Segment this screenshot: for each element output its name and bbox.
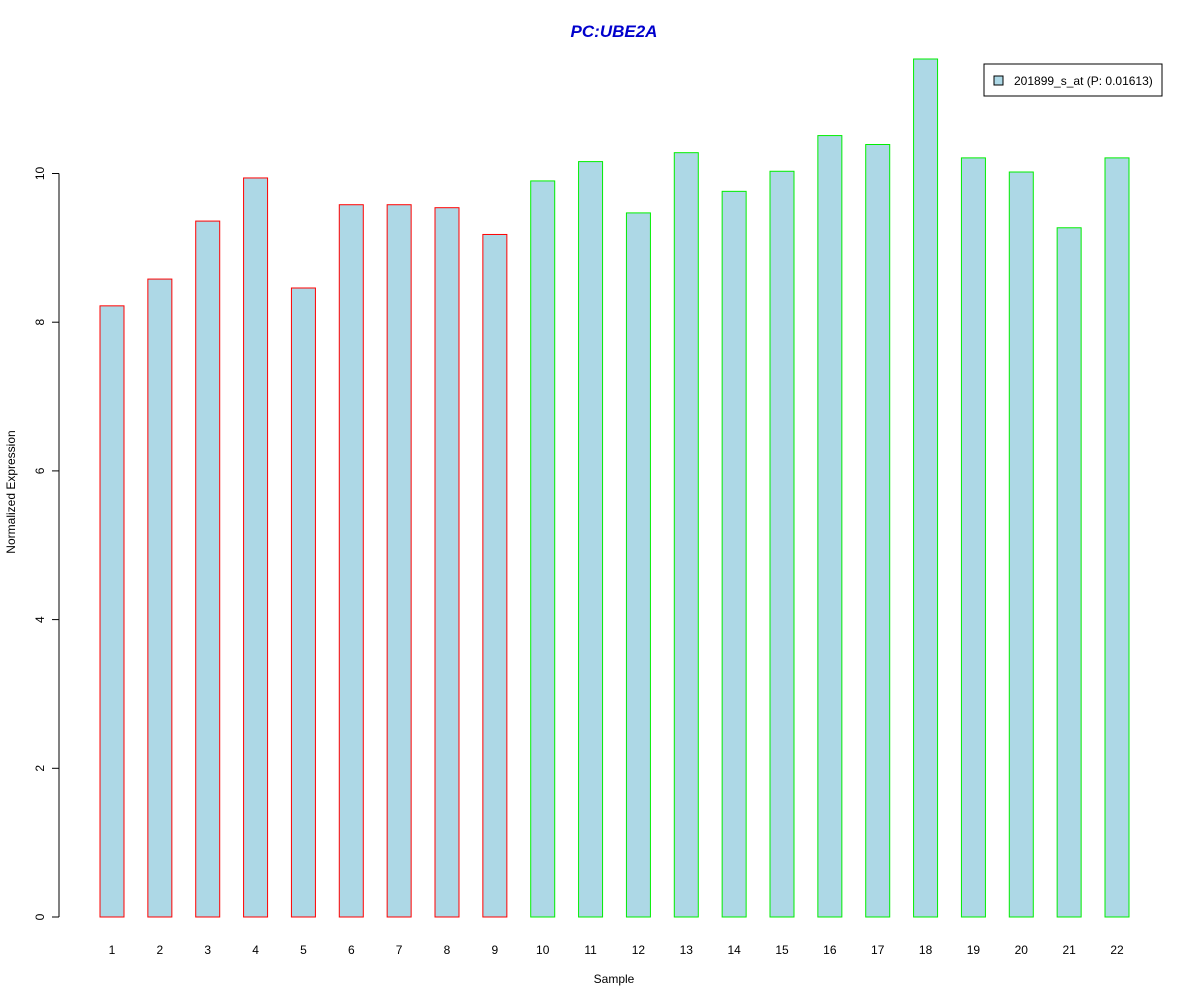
bar: [99, 305, 125, 918]
y-tick-label: 10: [33, 167, 47, 181]
y-tick-label: 0: [33, 913, 47, 920]
x-tick-label: 9: [492, 943, 499, 957]
y-tick-label: 8: [33, 319, 47, 326]
bar: [1008, 171, 1034, 918]
y-tick-label: 2: [33, 765, 47, 772]
x-tick-label: 11: [584, 943, 597, 957]
x-tick-label: 2: [157, 943, 164, 957]
y-tick-label: 6: [33, 467, 47, 474]
bar: [673, 152, 699, 918]
bar: [1056, 227, 1082, 918]
bar: [482, 233, 508, 918]
x-tick-label: 4: [252, 943, 259, 957]
bar: [817, 135, 843, 918]
bar: [530, 180, 556, 918]
bars: [99, 58, 1130, 918]
x-tick-label: 10: [536, 943, 550, 957]
x-tick-label: 5: [300, 943, 307, 957]
x-tick-label: 13: [680, 943, 694, 957]
x-tick-label: 6: [348, 943, 355, 957]
legend-label: 201899_s_at (P: 0.01613): [1014, 74, 1153, 88]
x-tick-label: 21: [1062, 943, 1076, 957]
x-tick-label: 7: [396, 943, 403, 957]
legend: 201899_s_at (P: 0.01613): [983, 63, 1163, 97]
bar: [1104, 157, 1130, 918]
bar: [243, 177, 269, 918]
x-tick-label: 18: [919, 943, 933, 957]
bar: [578, 161, 604, 918]
legend-box: [983, 63, 1163, 97]
x-tick-label: 8: [444, 943, 451, 957]
bar: [386, 204, 412, 918]
bar: [290, 287, 316, 918]
bar: [913, 58, 939, 918]
x-tick-label: 15: [775, 943, 789, 957]
x-tick-label: 17: [871, 943, 885, 957]
x-tick-label: 3: [204, 943, 211, 957]
bar: [434, 207, 460, 918]
x-tick-label: 16: [823, 943, 837, 957]
x-tick-label: 19: [967, 943, 981, 957]
bar: [865, 144, 891, 918]
x-tick-label: 22: [1110, 943, 1124, 957]
bar: [960, 157, 986, 918]
x-axis-label: Sample: [594, 972, 635, 986]
bar: [338, 204, 364, 918]
bar: [769, 170, 795, 918]
bar: [625, 212, 651, 918]
x-tick-label: 12: [632, 943, 646, 957]
chart-title: PC:UBE2A: [571, 22, 658, 41]
y-tick-label: 4: [33, 616, 47, 623]
bar: [147, 278, 173, 918]
x-axis-tick-labels: 1 2 3 4 5 6 7 8 9 10 11 12 13 14 15 16 17 18 19 20 21 22: [109, 943, 1124, 957]
bar: [195, 220, 221, 918]
y-axis: 0 2 4 6 8 10: [33, 167, 60, 920]
y-axis-label: Normalized Expression: [4, 430, 18, 553]
x-tick-label: 14: [727, 943, 741, 957]
legend-swatch: [993, 75, 1004, 86]
x-tick-label: 1: [109, 943, 116, 957]
bar: [721, 190, 747, 918]
x-tick-label: 20: [1015, 943, 1029, 957]
